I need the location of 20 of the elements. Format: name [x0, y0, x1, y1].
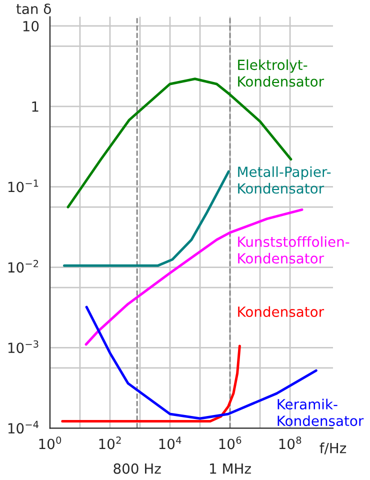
- series-label: Metall-Papier- Kondensator: [238, 166, 331, 194]
- ref-line-label: 1 MHz: [210, 464, 251, 474]
- x-tick-label: 10$^{4}$: [159, 436, 182, 450]
- text: Kondensator: [238, 306, 324, 318]
- x-tick-label: 10$^{0}$: [39, 436, 62, 450]
- y-tick-label: 10$^{−2}$: [8, 260, 38, 273]
- x-axis-title: f/Hz: [320, 442, 346, 454]
- series-label: Elektrolyt- Kondensator: [238, 59, 324, 87]
- x-tick-label: 10$^{6}$: [219, 436, 242, 450]
- y-tick-label: 10$^{−4}$: [8, 420, 38, 434]
- x-tick-label: 10$^{8}$: [279, 436, 302, 450]
- series-label: Keramik- Kondensator: [278, 398, 364, 426]
- ref-line-label: 800 Hz: [114, 463, 161, 474]
- y-tick-label: 10$^{−3}$: [8, 340, 38, 354]
- y-tick-label: 10$^{−1}$: [8, 180, 38, 192]
- x-tick-label: 10$^{2}$: [99, 436, 121, 450]
- y-tick-label: 1: [32, 102, 38, 112]
- y-tick-label: 10: [23, 20, 39, 32]
- series-label: Kunststofffolien- Kondensator: [238, 236, 350, 264]
- y-axis-title: tan δ: [16, 4, 51, 14]
